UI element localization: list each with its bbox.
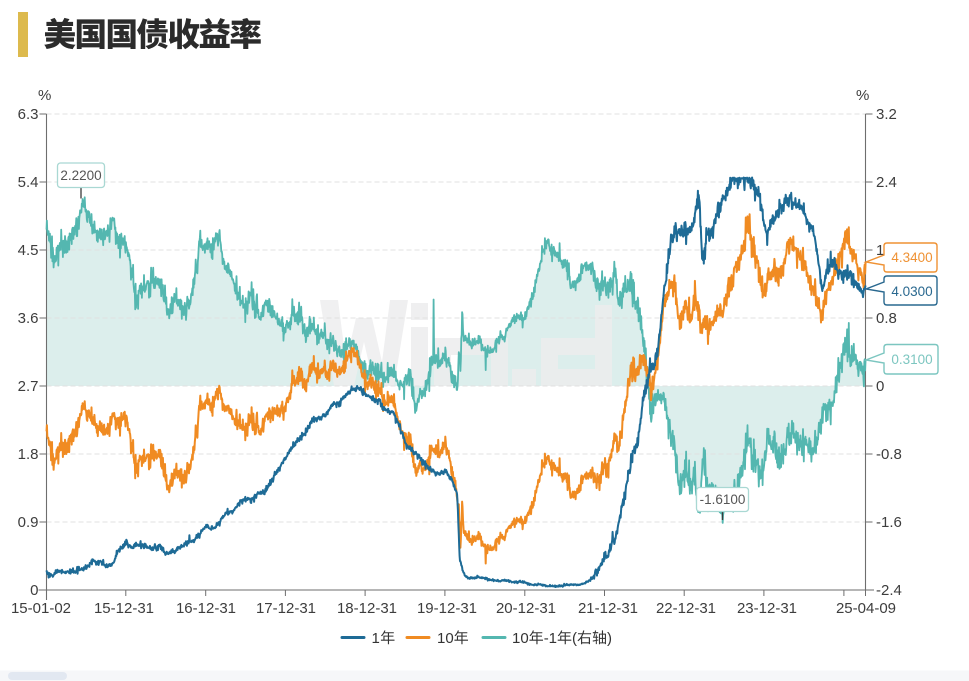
svg-text:0: 0 [30, 582, 38, 599]
svg-text:2.2200: 2.2200 [60, 168, 101, 183]
svg-text:10: 10 [512, 630, 529, 647]
svg-text:16-12-31: 16-12-31 [176, 600, 236, 617]
svg-text:2.7: 2.7 [18, 378, 39, 395]
svg-text:0.9: 0.9 [18, 514, 39, 531]
svg-text:%: % [38, 87, 51, 104]
svg-text:20-12-31: 20-12-31 [496, 600, 556, 617]
svg-text:%: % [856, 87, 869, 104]
svg-text:3.2: 3.2 [876, 106, 897, 123]
svg-text:-2.4: -2.4 [876, 582, 902, 599]
svg-text:1.8: 1.8 [18, 446, 39, 463]
svg-text:): ) [607, 630, 612, 647]
svg-text:-1: -1 [544, 630, 557, 647]
svg-text:25-04-09: 25-04-09 [836, 600, 896, 617]
svg-text:15-12-31: 15-12-31 [94, 600, 154, 617]
svg-text:-0.8: -0.8 [876, 446, 902, 463]
svg-text:10: 10 [437, 630, 454, 647]
svg-text:21-12-31: 21-12-31 [578, 600, 638, 617]
svg-text:4.3400: 4.3400 [891, 250, 932, 265]
svg-text:(: ( [572, 630, 577, 647]
svg-text:-1.6100: -1.6100 [700, 492, 746, 507]
svg-text:3.6: 3.6 [18, 310, 39, 327]
svg-text:-1.6: -1.6 [876, 514, 902, 531]
svg-text:0: 0 [876, 378, 884, 395]
svg-text:19-12-31: 19-12-31 [417, 600, 477, 617]
svg-text:17-12-31: 17-12-31 [256, 600, 316, 617]
svg-text:15-01-02: 15-01-02 [11, 600, 71, 617]
svg-text:5.4: 5.4 [18, 174, 39, 191]
svg-text:4.5: 4.5 [18, 242, 39, 259]
svg-text:0.8: 0.8 [876, 310, 897, 327]
svg-text:2.4: 2.4 [876, 174, 897, 191]
svg-text:0.3100: 0.3100 [891, 352, 932, 367]
svg-text:6.3: 6.3 [18, 106, 39, 123]
svg-text:4.0300: 4.0300 [891, 284, 932, 299]
svg-text:18-12-31: 18-12-31 [337, 600, 397, 617]
svg-text:23-12-31: 23-12-31 [737, 600, 797, 617]
svg-text:22-12-31: 22-12-31 [656, 600, 716, 617]
svg-text:1: 1 [372, 630, 380, 647]
